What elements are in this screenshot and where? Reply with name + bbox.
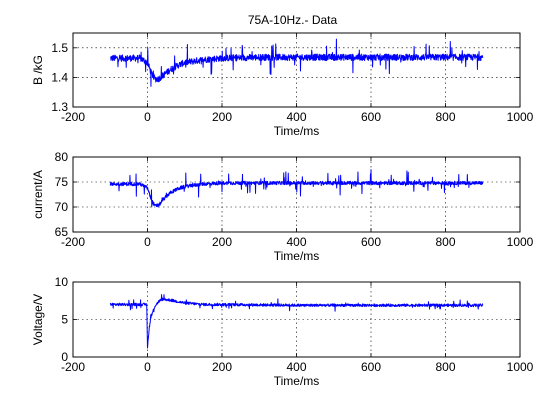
x-tick-label: -200 [61,110,85,124]
subplot-1: -200 0 200 400 600 800 1000 1.3 1.4 1.5 Time/ms B /… [31,32,534,138]
data-trace [109,169,484,208]
y-tick-label: 75 [55,175,69,189]
x-tick-label: 400 [286,235,306,249]
x-tick-label: 400 [286,360,306,374]
y-tick-label: 70 [55,200,69,214]
x-tick-label: 1000 [507,235,534,249]
x-tick-label: 0 [144,360,151,374]
x-tick-label: 0 [144,110,151,124]
chart-title: 75A-10Hz.- Data [248,13,338,27]
x-axis-label: Time/ms [274,124,320,138]
x-tick-label: 1000 [507,110,534,124]
x-tick-label: 200 [212,235,232,249]
x-tick-label: -200 [61,235,85,249]
x-tick-label: 400 [286,110,306,124]
y-tick-label: 10 [55,275,69,289]
x-tick-label: 600 [361,110,381,124]
x-tick-label: 800 [435,360,455,374]
x-tick-label: 800 [435,110,455,124]
y-tick-label: 0 [61,350,68,364]
x-axis-label: Time/ms [274,249,320,263]
y-tick-label: 65 [55,225,69,239]
x-tick-label: 800 [435,235,455,249]
y-tick-label: 1.5 [51,41,68,55]
x-tick-label: 600 [361,360,381,374]
x-tick-label: 0 [144,235,151,249]
x-tick-label: 600 [361,235,381,249]
x-tick-label: 1000 [507,360,534,374]
subplot-2: -200 0 200 400 600 800 1000 65 70 75 80 Time/ms curr… [31,150,534,263]
y-axis-label: B /kG [31,55,45,85]
data-trace [110,38,484,87]
y-axis-label: current/A [31,170,45,219]
y-tick-label: 5 [61,313,68,327]
data-trace [109,294,484,349]
x-tick-label: 200 [212,110,232,124]
y-tick-label: 80 [55,150,69,164]
x-tick-label: 200 [212,360,232,374]
subplot-3: -200 0 200 400 600 800 10000510Time/msVoltage/… [31,275,534,388]
y-tick-label: 1.4 [51,70,68,84]
x-tick-label: -200 [61,360,85,374]
y-tick-label: 1.3 [51,100,68,114]
x-axis-label: Time/ms [274,374,320,388]
y-axis-label: Voltage/V [31,294,45,345]
